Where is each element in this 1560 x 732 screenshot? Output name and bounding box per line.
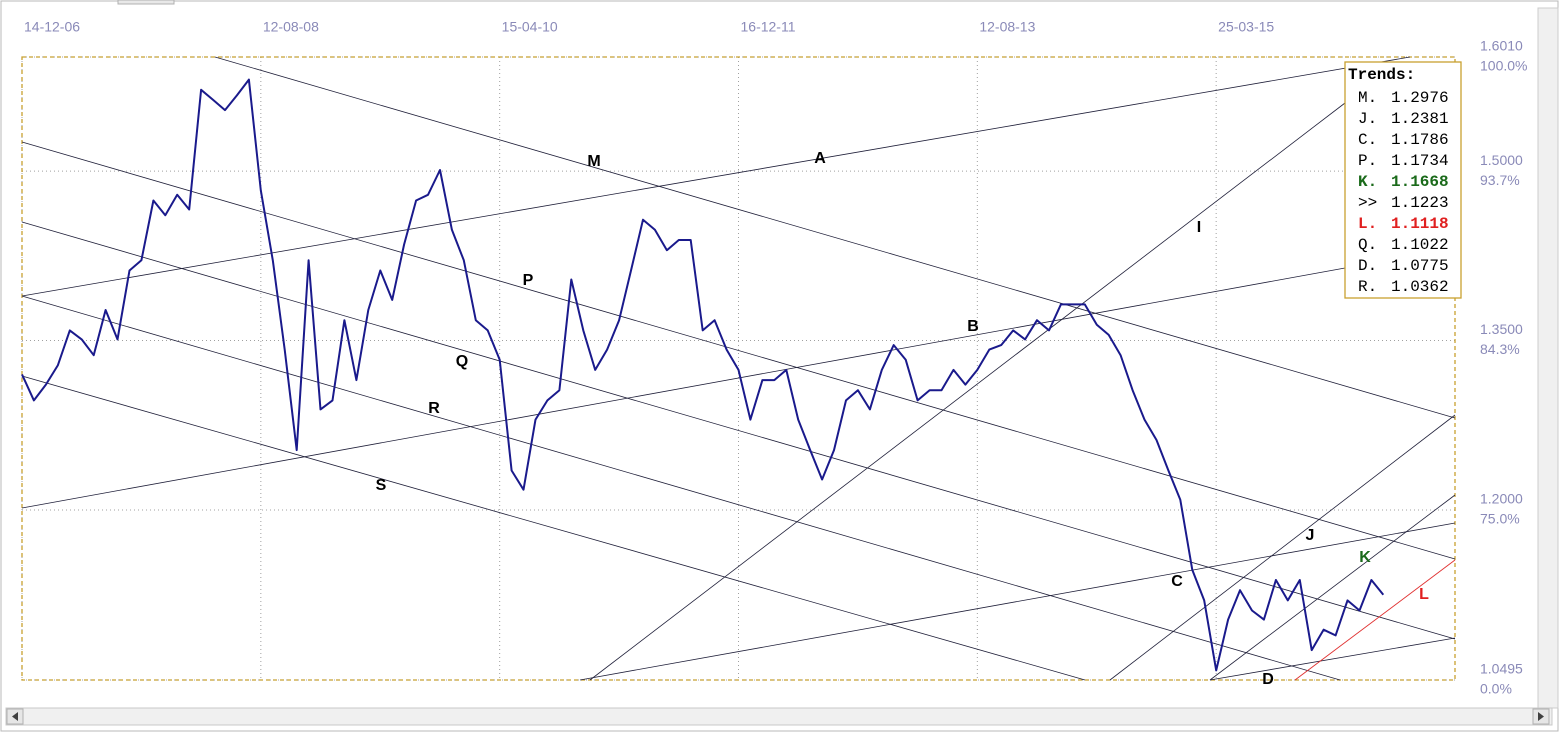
trend-entry-value: 1.1786	[1391, 131, 1449, 149]
trend-entry-value: 1.1022	[1391, 236, 1449, 254]
price-layer	[21, 78, 1385, 672]
y-tick-label: 1.0495	[1480, 661, 1523, 677]
trend-line	[21, 221, 1456, 640]
x-tick-label: 16-12-11	[741, 19, 796, 35]
trend-label: S	[376, 477, 387, 494]
trend-entry-name: C.	[1358, 131, 1377, 149]
trends-title: Trends:	[1348, 66, 1415, 84]
trend-label: B	[967, 318, 979, 335]
y-tick-percent-label: 0.0%	[1480, 681, 1512, 697]
x-tick-label: 15-04-10	[502, 19, 558, 35]
trend-label: M	[587, 153, 600, 170]
trends-box-frame	[1344, 61, 1462, 299]
arrow-left	[12, 712, 18, 721]
trend-entry-name: D.	[1358, 257, 1377, 275]
trend-line	[21, 375, 1086, 681]
trend-line	[21, 295, 1341, 681]
trend-label: I	[1197, 219, 1201, 236]
trend-label: Q	[456, 353, 468, 370]
y-tick-percent-label: 93.7%	[1480, 172, 1520, 188]
trend-label: L	[1419, 586, 1429, 603]
trend-entry-name: P.	[1358, 152, 1377, 170]
trend-entry-value: 1.1223	[1391, 194, 1449, 212]
trend-label: J	[1306, 527, 1315, 544]
trend-line	[579, 522, 1456, 681]
trend-entry-value: 1.2976	[1391, 89, 1449, 107]
arrow-right	[1538, 712, 1544, 721]
y-tick-label: 1.2000	[1480, 491, 1523, 507]
trend-entry-name: Q.	[1358, 236, 1377, 254]
trend-entry-name: L.	[1358, 215, 1377, 233]
trend-line	[1209, 637, 1456, 681]
trends-box: Trends: M. 1.2976 J. 1.2381 C. 1.1786 P. 1.1734…	[1344, 61, 1462, 299]
trend-label: R	[428, 400, 440, 417]
trend-label: D	[1262, 671, 1274, 688]
price-line	[21, 78, 1385, 672]
y-tick-label: 1.3500	[1480, 321, 1523, 337]
y-tick-label: 1.5000	[1480, 152, 1523, 168]
trend-entry-value: 1.1734	[1391, 152, 1449, 170]
trend-line	[21, 56, 1411, 297]
x-tick-label: 14-12-06	[24, 19, 80, 35]
trend-label: K	[1359, 549, 1371, 566]
trend-entry-value: 1.2381	[1391, 110, 1449, 128]
trend-line	[21, 267, 1346, 509]
x-tick-label: 25-03-15	[1218, 19, 1274, 35]
trend-entry-value: 1.1668	[1391, 173, 1449, 191]
trend-lines	[21, 56, 1456, 681]
x-tick-label: 12-08-13	[979, 19, 1035, 35]
trend-entry-name: >>	[1358, 194, 1377, 212]
trend-entry-name: M.	[1358, 89, 1377, 107]
y-tick-percent-label: 100.0%	[1480, 58, 1527, 74]
trend-line	[1209, 494, 1456, 681]
x-tick-label: 12-08-08	[263, 19, 319, 35]
trend-entry-name: R.	[1358, 278, 1377, 296]
trend-entry-name: J.	[1358, 110, 1377, 128]
trend-line	[1109, 414, 1456, 681]
trend-line	[214, 56, 1456, 419]
scrollbar	[5, 707, 1553, 726]
trend-line	[21, 141, 1456, 560]
scrollbar-track[interactable]	[5, 707, 1553, 726]
trend-entry-value: 1.0362	[1391, 278, 1449, 296]
tab-stub	[117, 0, 175, 5]
trend-label: P	[523, 272, 534, 289]
trend-line-red	[1294, 559, 1456, 681]
trend-line	[589, 102, 1346, 681]
trend-entry-value: 1.0775	[1391, 257, 1449, 275]
trend-label: C	[1171, 573, 1183, 590]
y-tick-percent-label: 75.0%	[1480, 511, 1520, 527]
y-tick-percent-label: 84.3%	[1480, 341, 1520, 357]
trend-labels: A M P Q R S B I J C K L D	[376, 150, 1429, 688]
trend-entry-name: K.	[1358, 173, 1377, 191]
y-tick-label: 1.6010	[1480, 38, 1523, 54]
trend-entry-value: 1.1118	[1391, 215, 1449, 233]
plot-border	[21, 56, 1456, 681]
side-frame	[1537, 7, 1559, 709]
trend-label: A	[814, 150, 826, 167]
